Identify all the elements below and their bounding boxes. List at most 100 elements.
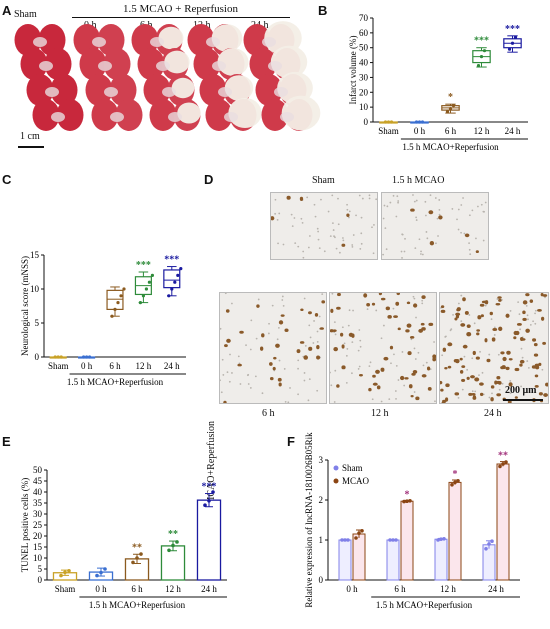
tissue-speck xyxy=(313,320,315,322)
slice-right-hemisphere xyxy=(50,74,78,106)
y-tick-label: 30 xyxy=(359,72,369,82)
tissue-speck xyxy=(451,208,454,210)
tissue-speck xyxy=(452,313,454,316)
bar xyxy=(448,481,462,581)
tissue-speck xyxy=(330,371,331,374)
tissue-speck xyxy=(410,338,413,341)
tissue-speck xyxy=(462,197,464,199)
stained-cell xyxy=(330,329,334,333)
panel-d: Sham 1.5 h MCAO 1.5 h MCAO+Reperfusion 2… xyxy=(204,170,550,528)
y-tick-label: 60 xyxy=(359,28,369,38)
tissue-speck xyxy=(471,390,474,393)
tissue-speck xyxy=(457,396,460,399)
data-point xyxy=(354,536,358,540)
tissue-speck xyxy=(403,250,406,253)
tissue-speck xyxy=(457,228,460,231)
slice-left-hemisphere xyxy=(85,74,113,106)
brain-slice xyxy=(79,48,131,80)
data-point xyxy=(476,63,481,68)
tissue-speck xyxy=(393,353,395,356)
stained-cell xyxy=(542,294,548,297)
tissue-speck xyxy=(482,210,485,213)
data-point xyxy=(482,49,487,53)
stained-cell xyxy=(300,308,304,312)
tissue-speck xyxy=(358,365,361,368)
infarct-region xyxy=(177,102,201,124)
tissue-speck xyxy=(301,222,304,224)
slice-left-hemisphere xyxy=(91,99,119,131)
bar-12h: ** xyxy=(160,529,186,581)
data-point xyxy=(487,542,491,546)
slice-left-hemisphere xyxy=(20,48,48,80)
tissue-speck xyxy=(426,237,429,240)
stained-cell xyxy=(269,377,274,381)
chart-c: 0 5 10 15 Sham 0 h 6 h 12 h 24 h Neurological sco… xyxy=(20,250,186,387)
y-tick-label: 2 xyxy=(319,495,324,505)
stained-cell xyxy=(421,327,426,331)
tissue-speck xyxy=(463,355,466,358)
significance-marker: *** xyxy=(136,260,151,271)
slice-right-hemisphere xyxy=(56,99,84,131)
data-point xyxy=(110,314,114,318)
tissue-speck xyxy=(412,295,415,298)
tissue-speck xyxy=(413,391,416,393)
panel-label-c: C xyxy=(2,172,12,187)
tissue-speck xyxy=(389,201,392,204)
tissue-speck xyxy=(355,214,357,217)
tissue-speck xyxy=(422,364,425,367)
stained-cell xyxy=(496,380,501,385)
tissue-speck xyxy=(278,359,281,362)
ventricle xyxy=(218,87,232,97)
data-point xyxy=(504,460,508,464)
stained-cell xyxy=(427,387,432,391)
stained-cell xyxy=(520,337,524,341)
y-tick-label: 40 xyxy=(359,58,369,68)
tissue-speck xyxy=(333,321,336,324)
stained-cell xyxy=(337,293,341,297)
ventricle xyxy=(156,61,170,71)
stained-cell xyxy=(476,332,480,336)
tissue-speck xyxy=(480,203,483,206)
stained-cell xyxy=(316,345,320,350)
ventricle xyxy=(150,37,164,47)
tissue-speck xyxy=(352,309,354,312)
stained-cell xyxy=(462,344,468,349)
tissue-speck xyxy=(245,344,247,347)
tissue-speck xyxy=(490,318,493,321)
tissue-speck xyxy=(246,374,249,377)
tissue-speck xyxy=(373,224,375,226)
tissue-speck xyxy=(371,226,373,229)
stained-cell xyxy=(440,305,445,309)
stained-cell xyxy=(278,320,284,325)
tissue-speck xyxy=(331,222,334,225)
tissue-speck xyxy=(231,302,233,305)
tissue-speck xyxy=(460,320,463,323)
tissue-speck xyxy=(496,298,499,300)
data-point xyxy=(53,355,57,359)
tissue-speck xyxy=(532,320,535,323)
bar xyxy=(400,500,414,581)
infarct-region xyxy=(228,98,262,128)
tissue-speck xyxy=(534,309,537,312)
stained-cell xyxy=(453,358,459,363)
stained-cell xyxy=(380,367,385,372)
stained-cell xyxy=(525,328,530,333)
ventricle xyxy=(162,87,176,97)
tissue-speck xyxy=(302,256,305,259)
brain-slice xyxy=(249,45,308,80)
stained-cell xyxy=(333,346,338,352)
tissue-speck xyxy=(388,398,391,401)
stained-cell xyxy=(532,338,537,342)
data-point xyxy=(383,120,388,124)
stained-cell xyxy=(399,375,405,381)
tissue-speck xyxy=(320,198,322,201)
tissue-speck xyxy=(342,239,345,242)
stained-cell xyxy=(534,384,539,388)
stained-cell xyxy=(480,314,484,318)
tissue-speck xyxy=(488,396,491,399)
bar xyxy=(352,533,366,581)
slice-right-hemisphere xyxy=(103,48,131,80)
tissue-speck xyxy=(460,204,463,206)
stained-cell xyxy=(389,345,394,350)
